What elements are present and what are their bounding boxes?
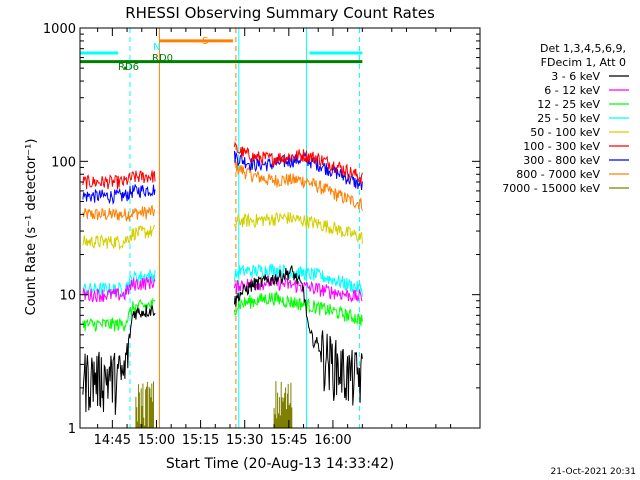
series-line-1 [82, 160, 363, 222]
x-tick-label-3: 15:30 [226, 433, 263, 448]
flag-label-rd6: RD6 [118, 62, 139, 73]
x-tick-label-2: 15:15 [182, 433, 219, 448]
legend-entry-4: 50 - 100 keV [530, 126, 600, 139]
legend-header-1: FDecim 1, Att 0 [541, 56, 626, 69]
flag-label-n: N [153, 42, 160, 53]
series-line-6 [82, 290, 363, 332]
burst-7000-15000-0 [135, 381, 154, 428]
y-tick-label-3: 1000 [43, 22, 76, 37]
series-line-3 [82, 141, 363, 190]
legend-entry-7: 800 - 7000 keV [516, 168, 600, 181]
series-line-7 [82, 275, 363, 303]
flag-label-rd0: RD0 [152, 53, 173, 64]
plot-frame [79, 27, 481, 429]
x-tick-label-5: 16:00 [314, 433, 351, 448]
chart-title: RHESSI Observing Summary Count Rates [125, 4, 435, 22]
flag-label-s: S [202, 36, 208, 47]
x-tick-label-0: 14:45 [94, 433, 131, 448]
x-tick-label-4: 15:45 [270, 433, 307, 448]
legend-entry-0: 3 - 6 keV [551, 70, 600, 83]
legend-entry-1: 6 - 12 keV [544, 84, 600, 97]
legend-entry-5: 100 - 300 keV [523, 140, 600, 153]
y-tick-label-1: 10 [59, 289, 76, 304]
series-line-4 [82, 211, 363, 251]
legend-entry-6: 300 - 800 keV [523, 154, 600, 167]
legend: Det 1,3,4,5,6,9,FDecim 1, Att 03 - 6 keV… [502, 42, 629, 195]
legend-entry-8: 7000 - 15000 keV [502, 182, 600, 195]
x-tick-label-1: 15:00 [138, 433, 175, 448]
x-axis-label: Start Time (20-Aug-13 14:33:42) [166, 456, 394, 472]
burst-7000-15000-1 [273, 381, 293, 428]
legend-entry-3: 25 - 50 keV [537, 112, 600, 125]
series-line-5 [82, 263, 363, 297]
y-axis-label: Count Rate (s⁻¹ detector⁻¹) [24, 139, 39, 316]
series-line-8 [82, 265, 363, 415]
footer-timestamp: 21-Oct-2021 20:31 [551, 467, 636, 477]
legend-header-0: Det 1,3,4,5,6,9, [540, 42, 626, 55]
legend-entry-2: 12 - 25 keV [537, 98, 600, 111]
y-tick-label-0: 1 [68, 422, 76, 437]
y-tick-label-2: 100 [51, 155, 76, 170]
